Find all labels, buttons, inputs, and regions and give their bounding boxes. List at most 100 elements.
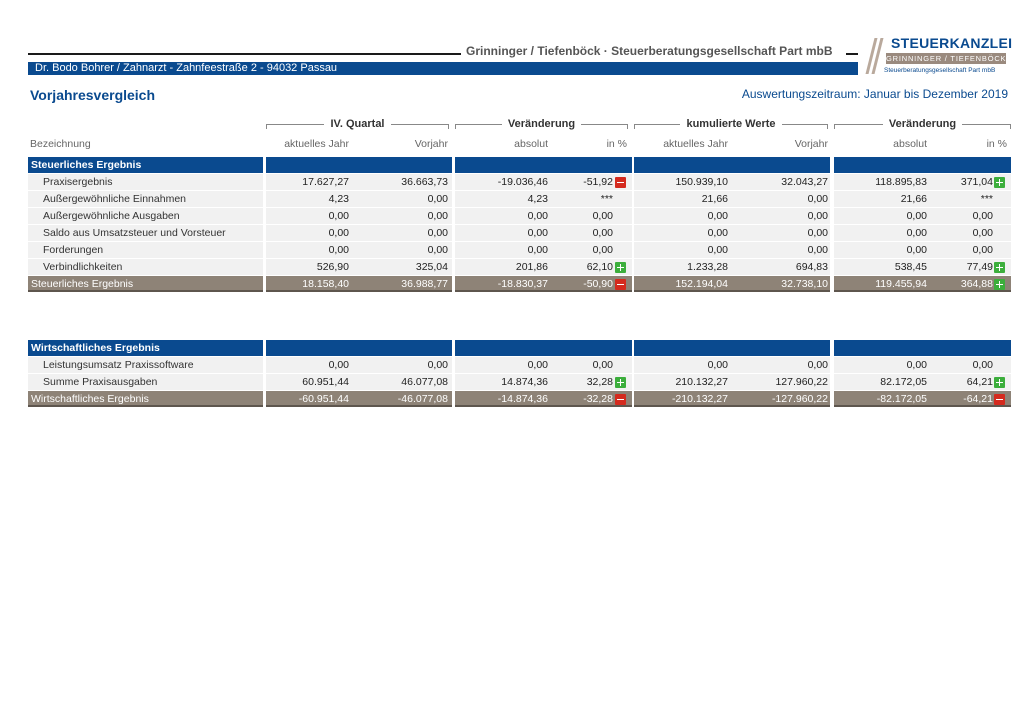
value-cell: 0,00 [906, 244, 927, 256]
value-cell: 0,00 [527, 359, 548, 371]
value-cell: 119.455,94 [875, 278, 927, 290]
row-background [834, 191, 1011, 207]
row-background [28, 259, 263, 275]
value-cell: 0,00 [592, 244, 613, 256]
value-cell: -32,28 [583, 393, 613, 405]
value-cell: 14.874,36 [501, 376, 548, 388]
increase-plus-icon [615, 262, 626, 273]
value-cell: 127.960,22 [775, 376, 828, 388]
row-background [834, 225, 1011, 241]
row-background [28, 157, 263, 173]
client-info: Dr. Bodo Bohrer / Zahnarzt - Zahnfeestra… [35, 62, 338, 74]
value-cell: 0,00 [328, 210, 349, 222]
value-cell: 0,00 [328, 244, 349, 256]
increase-plus-icon [994, 262, 1005, 273]
row-background [634, 208, 830, 224]
value-cell: 62,10 [586, 261, 613, 273]
row-background [266, 242, 452, 258]
row-background [455, 276, 632, 292]
group-label: Veränderung [882, 118, 963, 130]
row-background [266, 208, 452, 224]
value-cell: 694,83 [795, 261, 828, 273]
row-background [834, 208, 1011, 224]
value-cell: -127.960,22 [771, 393, 828, 405]
value-cell: 0,00 [972, 244, 993, 256]
header-rule [28, 53, 461, 55]
row-background [266, 340, 452, 356]
row-background [28, 242, 263, 258]
value-cell: 210.132,27 [675, 376, 728, 388]
row-background [28, 391, 263, 407]
decrease-minus-icon [615, 279, 626, 290]
value-cell: 4,23 [527, 193, 548, 205]
row-background [455, 357, 632, 373]
value-cell: 0,00 [527, 244, 548, 256]
value-cell: 325,04 [415, 261, 448, 273]
value-cell: *** [600, 193, 613, 205]
row-background [634, 374, 830, 390]
row-label: Steuerliches Ergebnis [31, 159, 142, 171]
value-cell: 150.939,10 [675, 176, 728, 188]
row-background [634, 357, 830, 373]
group-header-change-cumulative: Veränderung [834, 117, 1011, 131]
value-cell: 0,00 [527, 227, 548, 239]
firm-name: Grinninger / Tiefenböck · Steuerberatung… [466, 44, 833, 58]
group-label: Veränderung [501, 118, 582, 130]
value-cell: 0,00 [328, 359, 349, 371]
group-header-quarter: IV. Quartal [266, 117, 449, 131]
value-cell: 0,00 [427, 193, 448, 205]
row-background [28, 174, 263, 190]
evaluation-period: Auswertungszeitraum: Januar bis Dezember… [741, 87, 1008, 101]
value-cell: 538,45 [894, 261, 927, 273]
row-background [28, 340, 263, 356]
column-header-prior-year: Vorjahr [414, 138, 448, 150]
value-cell: -46.077,08 [397, 393, 448, 405]
row-label: Forderungen [43, 244, 104, 256]
row-background [266, 225, 452, 241]
row-background [634, 157, 830, 173]
row-background [455, 391, 632, 407]
row-background [455, 208, 632, 224]
column-header-current-year: aktuelles Jahr [284, 138, 349, 150]
row-background [266, 276, 452, 292]
logo-names: GRINNINGER / TIEFENBÖCK [886, 53, 1007, 64]
row-background [634, 276, 830, 292]
value-cell: 371,04 [960, 176, 993, 188]
row-background [634, 391, 830, 407]
value-cell: 18.158,40 [302, 278, 349, 290]
increase-plus-icon [994, 177, 1005, 188]
row-background [834, 157, 1011, 173]
value-cell: -14.874,36 [497, 393, 548, 405]
value-cell: 21,66 [900, 193, 927, 205]
column-header-cum-prior-year: Vorjahr [794, 138, 828, 150]
value-cell: 152.194,04 [675, 278, 728, 290]
client-bar [28, 62, 858, 75]
value-cell: 0,00 [707, 227, 728, 239]
value-cell: 118.895,83 [875, 176, 927, 188]
table-row: Leistungsumsatz Praxissoftware 0,00 0,00 0,… [28, 357, 1011, 373]
column-header-cum-current-year: aktuelles Jahr [663, 138, 728, 150]
column-header-cum-absolute: absolut [893, 138, 927, 150]
value-cell: 60.951,44 [302, 376, 349, 388]
row-background [266, 174, 452, 190]
value-cell: 0,00 [592, 359, 613, 371]
column-header-percent: in % [606, 138, 627, 150]
row-label: Außergewöhnliche Einnahmen [43, 193, 187, 205]
row-background [634, 340, 830, 356]
row-label: Summe Praxisausgaben [43, 376, 158, 388]
value-cell: -19.036,46 [497, 176, 548, 188]
table-row: Summe Praxisausgaben 60.951,44 46.077,08 14… [28, 374, 1011, 390]
value-cell: 32.738,10 [781, 278, 828, 290]
value-cell: 32.043,27 [781, 176, 828, 188]
column-header-absolute: absolut [514, 138, 548, 150]
row-background [834, 374, 1011, 390]
row-background [28, 357, 263, 373]
row-background [455, 340, 632, 356]
row-label: Praxisergebnis [43, 176, 113, 188]
value-cell: 4,23 [328, 193, 349, 205]
value-cell: -82.172,05 [876, 393, 927, 405]
page-title: Vorjahresvergleich [30, 87, 156, 103]
value-cell: 77,49 [966, 261, 993, 273]
row-label: Leistungsumsatz Praxissoftware [43, 359, 194, 371]
value-cell: 0,00 [807, 359, 828, 371]
